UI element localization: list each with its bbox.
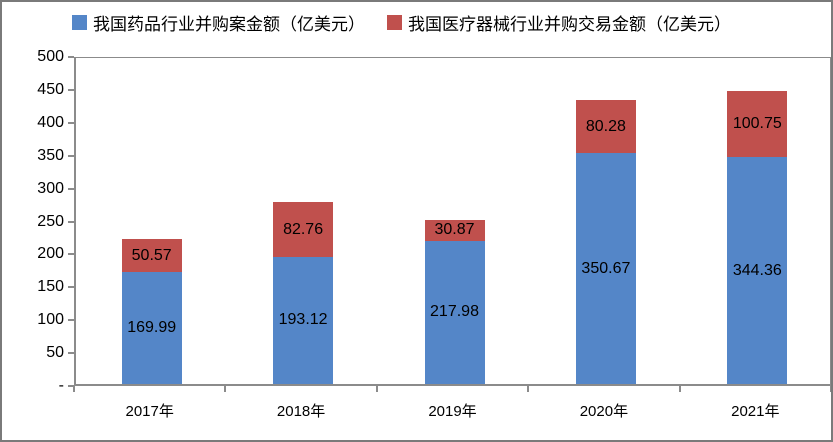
y-axis-tick (68, 253, 74, 256)
x-axis-label: 2019年 (428, 403, 477, 420)
bar-segment-device: 82.76 (273, 202, 334, 257)
legend-item-device: 我国医疗器械行业并购交易金额（亿美元） (387, 10, 731, 35)
y-axis-tick (68, 286, 74, 289)
bar-segment-device: 100.75 (727, 91, 788, 158)
bar-value-label: 80.28 (585, 117, 626, 135)
x-axis-tick (678, 386, 681, 392)
plot-area: 169.99 50.57 193.12 82.76 217.98 30.87 350.67 8… (74, 57, 831, 386)
bar-value-label: 350.67 (581, 259, 631, 277)
legend-swatch-pharma-icon (72, 15, 87, 30)
bar-value-label: 193.12 (278, 311, 328, 329)
chart-legend: 我国药品行业并购案金额（亿美元） 我国医疗器械行业并购交易金额（亿美元） (72, 10, 731, 35)
bar-value-label: 217.98 (430, 303, 479, 321)
y-axis-tick (68, 352, 74, 355)
bar-segment-device: 30.87 (424, 220, 485, 241)
legend-label-pharma: 我国药品行业并购案金额（亿美元） (93, 15, 365, 34)
y-axis-label: - (58, 377, 64, 394)
legend-label-device: 我国医疗器械行业并购交易金额（亿美元） (408, 15, 731, 34)
x-axis-label: 2018年 (276, 403, 326, 420)
y-axis-label: 100 (37, 311, 64, 329)
bar-segment-pharma: 344.36 (727, 157, 788, 384)
x-axis-label: 2017年 (125, 403, 174, 420)
bar-value-label: 82.76 (283, 220, 324, 238)
y-axis-tick (68, 187, 74, 190)
bar-segment-device: 80.28 (575, 100, 636, 154)
bar-value-label: 30.87 (434, 221, 475, 239)
y-axis-label: 50 (46, 344, 64, 362)
x-axis-label: 2021年 (731, 403, 780, 420)
y-axis-tick (68, 154, 74, 157)
bar-segment-pharma: 169.99 (121, 272, 182, 384)
bar-value-label: 169.99 (127, 319, 177, 337)
x-axis-label: 2020年 (579, 403, 629, 420)
y-axis-label: 300 (37, 179, 64, 197)
y-axis-label: 200 (37, 245, 64, 263)
bar-value-label: 50.57 (131, 246, 172, 264)
bar-value-label: 344.36 (732, 261, 782, 279)
x-axis-tick (375, 386, 378, 392)
y-axis-tick (68, 220, 74, 223)
bar-segment-pharma: 350.67 (575, 153, 636, 384)
bar-value-label: 100.75 (732, 115, 782, 133)
bar-segment-pharma: 217.98 (424, 240, 485, 384)
bar-segment-device: 50.57 (121, 238, 182, 273)
legend-item-pharma: 我国药品行业并购案金额（亿美元） (72, 10, 365, 35)
x-axis-tick (527, 386, 530, 392)
x-axis-tick (73, 386, 75, 392)
y-axis-label: 450 (37, 80, 64, 98)
y-axis-tick (68, 56, 74, 58)
y-axis-tick (68, 121, 74, 124)
x-axis-tick (224, 386, 227, 392)
y-axis-tick (68, 319, 74, 322)
y-axis-label: 250 (37, 212, 64, 230)
legend-swatch-device-icon (387, 15, 402, 30)
bar-segment-pharma: 193.12 (273, 256, 334, 384)
y-axis-label: 150 (37, 278, 64, 296)
y-axis-tick (68, 88, 74, 91)
x-axis-tick (830, 386, 831, 392)
y-axis-label: 350 (37, 146, 64, 164)
y-axis-label: 400 (37, 113, 64, 131)
y-axis-tick (68, 385, 74, 387)
y-axis-label: 500 (37, 48, 64, 65)
